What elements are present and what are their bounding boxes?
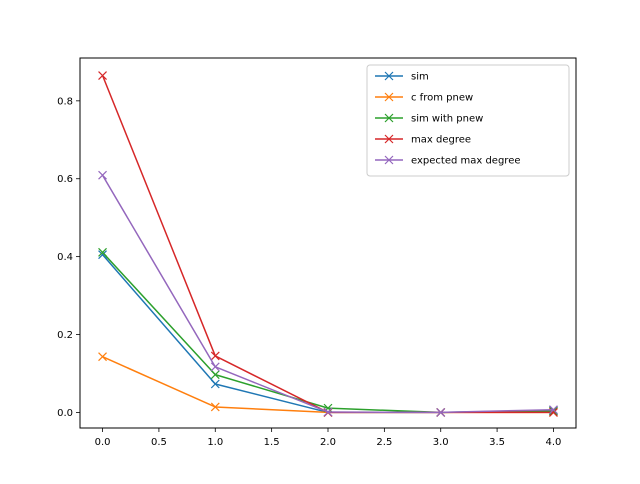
legend-entry: sim [375,72,429,83]
y-tick-label: 0.8 [57,96,73,107]
x-tick-label: 1.5 [264,437,280,448]
data-point-marker [98,247,107,257]
legend-marker [384,71,394,81]
data-point-marker [210,402,220,412]
legend-marker [384,113,394,123]
data-point-marker [210,351,220,361]
series-expected-max-degree [98,170,558,417]
data-point-marker [436,407,446,417]
legend-entry: max degree [375,135,471,146]
legend-label: sim [411,72,429,83]
data-point-marker [549,406,558,416]
data-point-marker [98,250,107,260]
data-point-marker [98,71,107,80]
x-tick-label: 0.5 [151,437,167,448]
data-point-marker [98,352,107,362]
x-tick-label: 1.0 [207,437,223,448]
x-tick-label: 3.5 [489,437,505,448]
data-point-marker [210,379,220,389]
y-tick-label: 0.6 [57,174,73,185]
x-tick-label: 2.0 [320,437,336,448]
legend-entry: expected max degree [375,156,521,167]
x-axis: 0.0 0.5 1.0 1.5 2.0 2.5 3.0 3.5 4.0 [95,428,562,448]
x-tick-label: 0.0 [95,437,111,448]
legend: sim c from pnew sim with pnew max degree exp… [366,64,570,177]
data-point-marker [98,170,107,180]
x-tick-label: 3.0 [433,437,449,448]
data-point-marker [210,362,220,372]
x-tick-label: 2.5 [376,437,392,448]
data-point-marker [210,370,220,380]
legend-marker [384,134,394,144]
legend-label: c from pnew [411,93,473,104]
legend-label: sim with pnew [411,114,483,125]
y-tick-label: 0.4 [57,252,73,263]
y-tick-label: 0.0 [57,408,73,419]
data-point-marker [549,405,558,415]
y-axis: 0.0 0.2 0.4 0.6 0.8 [57,96,80,419]
series-layer [98,71,558,417]
legend-marker [384,92,394,102]
legend-box [366,64,570,177]
data-point-marker [323,407,333,417]
legend-label: expected max degree [411,156,521,167]
y-tick-label: 0.2 [57,330,73,341]
legend-entry: c from pnew [375,93,473,104]
legend-marker [384,155,394,165]
legend-label: max degree [411,135,471,146]
legend-entry: sim with pnew [375,114,483,125]
x-tick-label: 4.0 [546,437,562,448]
